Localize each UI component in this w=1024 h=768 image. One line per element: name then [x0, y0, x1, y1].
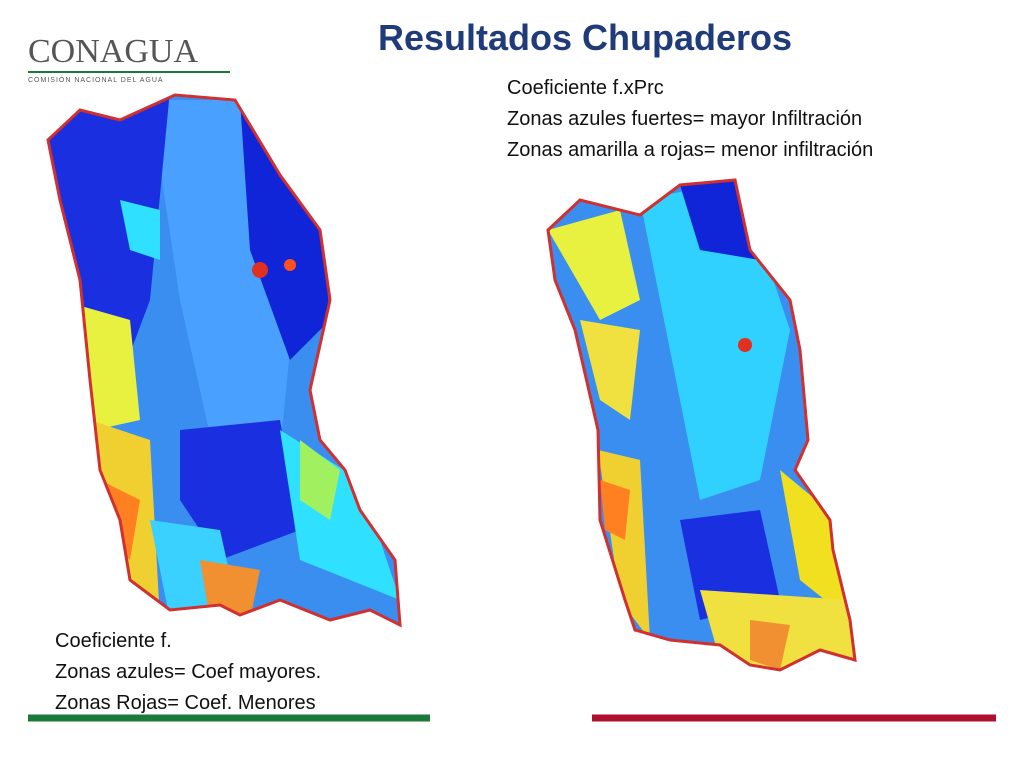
map-right: [548, 180, 855, 670]
logo: CONAGUA: [28, 33, 198, 70]
map-left: [48, 95, 400, 625]
caption-line: Zonas amarilla a rojas= menor infiltraci…: [507, 139, 874, 161]
caption-line: Zonas azules fuertes= mayor Infiltración: [507, 108, 863, 130]
caption-line: Zonas azules= Coef mayores.: [55, 661, 322, 683]
map-left-border: [46, 93, 402, 628]
caption-line: Coeficiente f.xPrc: [507, 77, 664, 99]
caption-left: Coeficiente f. Zonas azules= Coef mayore…: [55, 626, 321, 719]
caption-line: Zonas Rojas= Coef. Menores: [55, 692, 316, 714]
map-right-border: [546, 178, 857, 672]
caption-right: Coeficiente f.xPrc Zonas azules fuertes=…: [507, 73, 873, 166]
slide-title: Resultados Chupaderos: [378, 17, 792, 58]
logo-subtitle: COMISIÓN NACIONAL DEL AGUA: [28, 75, 164, 84]
caption-line: Coeficiente f.: [55, 630, 172, 652]
